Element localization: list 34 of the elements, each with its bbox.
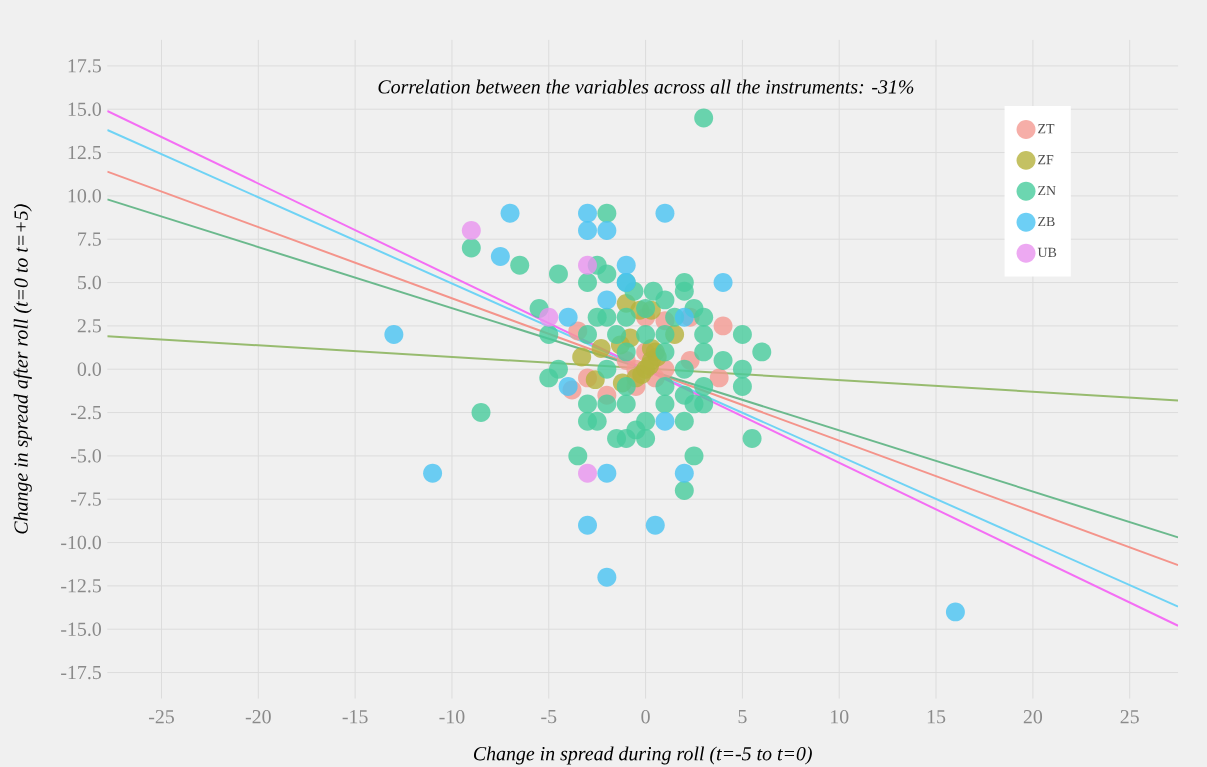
x-tick-label: -20 (245, 709, 271, 724)
x-tick-label: 10 (831, 709, 849, 724)
legend-label: ZT (1038, 123, 1055, 134)
x-tick-label: 15 (927, 709, 946, 724)
x-tick-label: 0 (641, 709, 650, 724)
legend-label: ZN (1038, 185, 1056, 195)
x-axis-title: Change in spread during roll (t=-5 to t=0) (473, 746, 812, 765)
legend-label: ZB (1038, 216, 1055, 226)
y-tick-label: 10.0 (68, 188, 102, 203)
y-tick-label: 0.0 (77, 362, 102, 376)
x-tick-label: 25 (1120, 709, 1139, 724)
x-tick-label: -10 (439, 709, 465, 724)
y-tick-label: -2.5 (71, 405, 101, 420)
y-axis-title: Change in spread after roll (t=0 to t=+5) (13, 204, 32, 534)
text: Correlation between the variables across all the instruments: -31% (378, 79, 914, 94)
y-tick-label: 12.5 (68, 145, 101, 160)
x-tick-label: 20 (1023, 709, 1043, 724)
x-tick-label: -25 (148, 709, 174, 724)
y-tick-label: -10.0 (61, 535, 102, 550)
legend-label: ZF (1038, 154, 1054, 164)
x-tick-label: 5 (738, 709, 747, 724)
y-tick-label: 17.5 (68, 58, 101, 73)
y-tick-label: -15.0 (61, 622, 102, 636)
y-tick-label: -12.5 (61, 578, 101, 593)
y-tick-label: 15.0 (68, 102, 102, 116)
y-tick-label: -7.5 (71, 492, 101, 506)
legend-label: UB (1037, 247, 1057, 257)
y-tick-label: -5.0 (71, 448, 102, 463)
x-tick-label: -5 (541, 709, 557, 724)
x-tick-label: -15 (342, 709, 368, 724)
y-tick-label: 7.5 (78, 232, 101, 246)
y-tick-label: 5.0 (78, 275, 102, 290)
y-tick-label: 2.5 (77, 318, 101, 333)
y-tick-label: -17.5 (61, 665, 101, 680)
